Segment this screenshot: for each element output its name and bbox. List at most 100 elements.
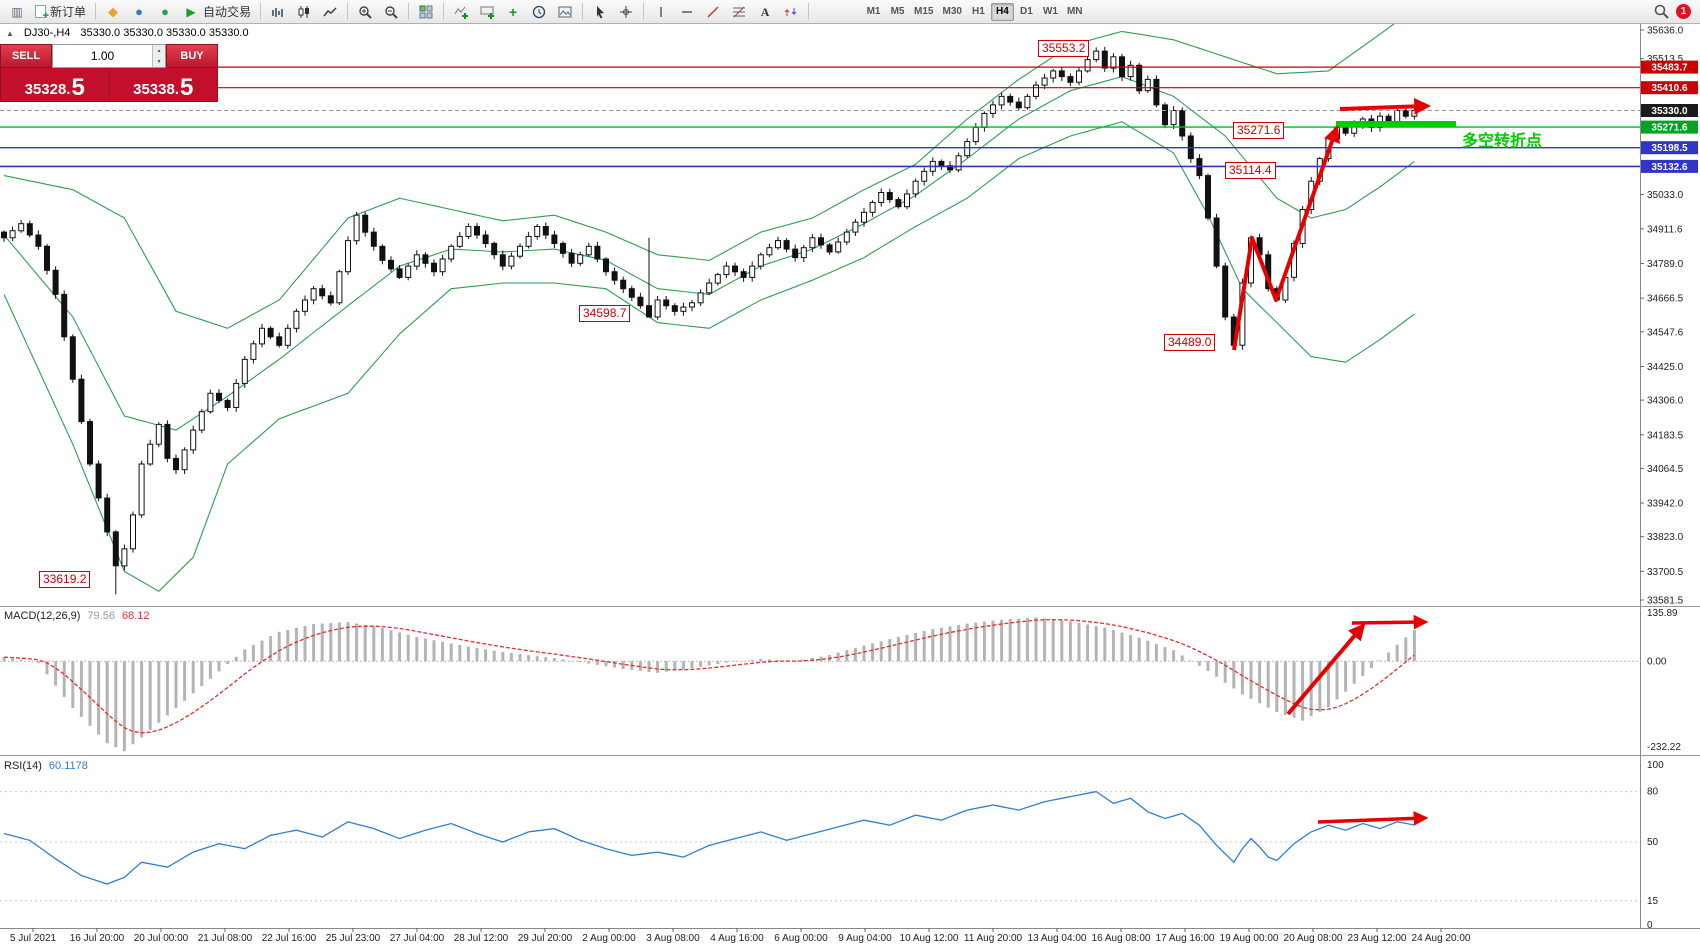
community-icon[interactable]: ● bbox=[127, 2, 151, 22]
candle bbox=[1144, 75, 1151, 93]
tile-windows-icon[interactable] bbox=[414, 2, 438, 22]
timeframe-button-d1[interactable]: D1 bbox=[1020, 6, 1033, 17]
trend-arrow-main-horizontal[interactable] bbox=[1339, 98, 1432, 115]
timeframe-group: M1 M5 M15 M30 H1 H4 D1 W1 MN bbox=[862, 2, 1086, 21]
chart-icon: ▲ bbox=[6, 28, 14, 38]
sell-price[interactable]: 35328. 5 bbox=[1, 68, 110, 101]
buy-button[interactable]: BUY bbox=[166, 44, 218, 68]
candlestick-chart-icon[interactable] bbox=[292, 2, 316, 22]
symbol-ohlc: 35330.0 35330.0 35330.0 35330.0 bbox=[80, 27, 249, 39]
new-order-button[interactable]: 新订单 bbox=[31, 2, 90, 22]
rsi-line bbox=[3, 790, 1415, 885]
candle bbox=[173, 454, 179, 475]
price-annotation-35271.6: 35271.6 bbox=[1233, 122, 1285, 139]
timeframe-button-h1[interactable]: H1 bbox=[972, 6, 985, 17]
candle bbox=[938, 159, 945, 170]
candle bbox=[1101, 46, 1108, 72]
rsi-value: 60.1178 bbox=[48, 760, 88, 772]
buy-price[interactable]: 35338. 5 bbox=[133, 73, 194, 101]
timeframe-button-m1[interactable]: M1 bbox=[866, 6, 881, 17]
candle bbox=[207, 389, 214, 414]
line-chart-icon[interactable] bbox=[318, 2, 342, 22]
arrows-icon bbox=[783, 4, 799, 20]
candle bbox=[878, 188, 885, 207]
crosshair-tool[interactable] bbox=[614, 2, 638, 22]
candle bbox=[972, 123, 979, 145]
timeframe-button-h4[interactable]: H4 bbox=[990, 2, 1014, 21]
spinner-up-icon[interactable]: ▲ bbox=[153, 45, 165, 56]
horizontal-line-tool[interactable] bbox=[675, 2, 699, 22]
volume-input[interactable]: 1.00 ▲ ▼ bbox=[52, 44, 166, 68]
candle bbox=[628, 285, 635, 302]
cursor-tool[interactable] bbox=[588, 2, 612, 22]
snapshot-icon bbox=[557, 4, 573, 20]
svg-text:4 Aug 16:00: 4 Aug 16:00 bbox=[710, 933, 764, 944]
spinner-down-icon[interactable]: ▼ bbox=[153, 56, 165, 67]
arrows-tool[interactable] bbox=[779, 2, 803, 22]
one-click-trading-panel: SELL 1.00 ▲ ▼ BUY 35328. 5 35338. 5 bbox=[0, 44, 218, 102]
fibonacci-tool[interactable] bbox=[727, 2, 751, 22]
price-axis[interactable]: 35636.0 35513.5 35033.0 34911.6 34789.0 34666… bbox=[1640, 26, 1698, 607]
bb-upper-line bbox=[3, 8, 1415, 329]
svg-text:15: 15 bbox=[1647, 896, 1659, 907]
candle bbox=[706, 278, 713, 296]
snapshot-button[interactable] bbox=[553, 2, 577, 22]
candle bbox=[181, 447, 188, 475]
bars-chart-icon[interactable] bbox=[266, 2, 290, 22]
indicators-button[interactable] bbox=[449, 2, 473, 22]
toolbar-separator bbox=[443, 3, 445, 20]
timeframe-button-m15[interactable]: M15 bbox=[914, 6, 934, 17]
timeframe-button-mn[interactable]: MN bbox=[1066, 6, 1083, 17]
volume-spinner[interactable]: ▲ ▼ bbox=[152, 45, 165, 67]
candle bbox=[740, 268, 747, 282]
trend-arrow-macd-horizontal[interactable] bbox=[1351, 614, 1429, 630]
period-button[interactable] bbox=[527, 2, 551, 22]
candle bbox=[130, 511, 136, 553]
trend-arrow-rsi-horizontal[interactable] bbox=[1317, 811, 1429, 826]
timeframe-button-m30[interactable]: M30 bbox=[942, 6, 962, 17]
indicator-window-button[interactable] bbox=[475, 2, 499, 22]
svg-text:0: 0 bbox=[1647, 920, 1653, 931]
svg-text:21 Jul 08:00: 21 Jul 08:00 bbox=[198, 933, 253, 944]
zoom-in-icon[interactable] bbox=[353, 2, 377, 22]
autotrade-button[interactable]: ▶ 自动交易 bbox=[179, 2, 255, 22]
text-icon: A bbox=[760, 4, 770, 19]
candle bbox=[190, 425, 197, 454]
svg-text:35198.5: 35198.5 bbox=[1651, 143, 1688, 154]
market-icon[interactable]: ● bbox=[153, 2, 177, 22]
svg-text:100: 100 bbox=[1647, 760, 1664, 771]
rsi-name: RSI(14) bbox=[4, 760, 42, 772]
candle bbox=[594, 241, 601, 263]
time-axis[interactable]: 5 Jul 2021 16 Jul 20:00 20 Jul 00:00 21 Jul… bbox=[10, 928, 1471, 944]
trend-arrow-main-zigzag[interactable] bbox=[1232, 125, 1341, 351]
candle bbox=[456, 231, 463, 249]
candle bbox=[250, 340, 257, 364]
svg-text:0.00: 0.00 bbox=[1647, 657, 1667, 668]
candle bbox=[448, 244, 455, 263]
zoom-out-icon[interactable] bbox=[379, 2, 403, 22]
svg-text:34425.0: 34425.0 bbox=[1647, 362, 1684, 373]
notification-badge[interactable]: 1 bbox=[1676, 4, 1691, 19]
candle bbox=[1024, 93, 1031, 110]
timeframe-button-w1[interactable]: W1 bbox=[1042, 6, 1058, 17]
candle bbox=[800, 244, 807, 263]
trendline-tool[interactable] bbox=[701, 2, 725, 22]
search-icon[interactable] bbox=[1653, 4, 1669, 20]
mql5-diamond-icon[interactable]: ◆ bbox=[101, 2, 125, 22]
trend-arrow-macd-diagonal[interactable] bbox=[1286, 623, 1366, 716]
price-annotation-34598.7: 34598.7 bbox=[579, 305, 631, 322]
candle bbox=[259, 323, 265, 348]
trendline-icon bbox=[705, 4, 721, 20]
chart-window-icon[interactable]: ▥ bbox=[5, 2, 29, 22]
vertical-line-tool[interactable] bbox=[649, 2, 673, 22]
add-chart-button[interactable]: + bbox=[501, 2, 525, 22]
candle bbox=[809, 234, 816, 253]
timeframe-button-m5[interactable]: M5 bbox=[890, 6, 905, 17]
candle bbox=[998, 92, 1005, 110]
candle bbox=[155, 422, 162, 448]
svg-text:11 Aug 20:00: 11 Aug 20:00 bbox=[964, 933, 1023, 944]
sell-button[interactable]: SELL bbox=[0, 44, 52, 68]
text-tool[interactable]: A bbox=[753, 2, 777, 22]
